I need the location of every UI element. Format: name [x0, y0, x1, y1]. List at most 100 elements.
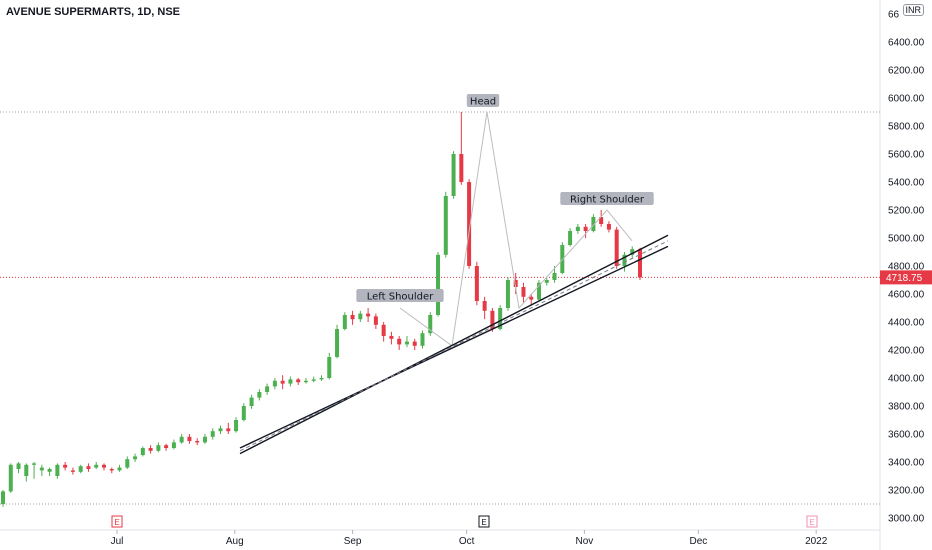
candle-body: [467, 182, 472, 266]
pattern-label: Right Shoulder: [570, 195, 645, 206]
candle-body: [195, 441, 200, 443]
candle-body: [148, 448, 153, 451]
candle-body: [133, 456, 138, 460]
candle-body: [86, 466, 91, 469]
candle-body: [436, 254, 441, 315]
candle-body: [606, 224, 611, 230]
candle-body: [358, 313, 363, 320]
candle-body: [272, 380, 277, 387]
neckline-midline: [239, 240, 669, 452]
candle-body: [443, 196, 448, 255]
candle-body: [249, 397, 254, 406]
x-tick-label: Aug: [226, 536, 244, 547]
y-tick-label: 6000.00: [888, 94, 925, 105]
x-tick-label: Jul: [111, 536, 124, 547]
candle-body: [63, 464, 68, 468]
candle-body: [156, 445, 161, 451]
candle-body: [568, 231, 573, 245]
candle-body: [288, 379, 293, 384]
candle-body: [55, 464, 60, 476]
candle-body: [265, 386, 270, 392]
candle-body: [39, 467, 44, 471]
candle-body: [389, 336, 394, 339]
earnings-marker-label: E: [809, 518, 814, 527]
candle-body: [109, 469, 114, 471]
y-tick-label: 4800.00: [888, 262, 925, 273]
candle-body: [537, 282, 542, 300]
x-tick-label: Oct: [459, 536, 475, 547]
earnings-marker-box: [111, 515, 123, 528]
candle-body: [226, 428, 231, 432]
candle-body: [47, 469, 52, 472]
candle-body: [319, 378, 324, 380]
currency-badge[interactable]: INR: [902, 4, 924, 16]
candle-body: [257, 392, 262, 398]
candle-body: [101, 464, 106, 468]
candle-body: [513, 280, 518, 287]
y-tick-label: 5400.00: [888, 178, 925, 189]
candle-body: [521, 287, 526, 297]
candle-body: [179, 436, 184, 443]
earnings-marker-label: E: [114, 518, 119, 527]
candle-body: [94, 464, 99, 468]
candle-body: [591, 217, 596, 231]
candle-body: [412, 341, 417, 346]
chart-title: AVENUE SUPERMARTS, 1D, NSE: [6, 6, 180, 18]
candle-body: [140, 448, 145, 455]
candle-body: [560, 245, 565, 273]
candle-body: [117, 467, 122, 471]
x-tick-label: Sep: [344, 536, 362, 547]
y-tick-label: 4600.00: [888, 290, 925, 301]
y-tick-label: 3000.00: [888, 514, 925, 525]
candle-body: [544, 280, 549, 283]
candle-body: [342, 315, 347, 329]
candle-body: [210, 431, 215, 437]
head-shoulders-pattern-line: [399, 111, 633, 347]
x-tick-label: Dec: [690, 536, 708, 547]
y-tick-label: 4200.00: [888, 346, 925, 357]
candle-body: [350, 315, 355, 320]
candle-body: [1, 491, 5, 504]
pattern-label: Head: [470, 97, 496, 108]
candle-body: [459, 154, 464, 182]
candle-body: [373, 316, 378, 325]
candle-body: [505, 280, 510, 308]
pattern-label: Left Shoulder: [367, 292, 434, 303]
y-tick-label: 3200.00: [888, 486, 925, 497]
x-tick-label: Nov: [576, 536, 594, 547]
candle-body: [311, 379, 316, 381]
candle-body: [241, 406, 246, 420]
candle-body: [32, 463, 37, 465]
candle-body: [420, 333, 425, 346]
candle-body: [280, 380, 285, 384]
y-tick-label: 5800.00: [888, 122, 925, 133]
candle-body: [474, 266, 479, 301]
pattern-label-bg: [560, 192, 654, 205]
candle-body: [599, 217, 604, 224]
candle-body: [490, 310, 495, 329]
candle-body: [397, 338, 402, 345]
earnings-marker-box: [806, 515, 818, 528]
earnings-marker-box: [478, 515, 490, 528]
candle-body: [296, 379, 301, 383]
candle-body: [125, 459, 130, 468]
candle-body: [78, 466, 83, 472]
candle-body: [529, 296, 534, 300]
candle-body: [552, 273, 557, 280]
y-tick-label: 6400.00: [888, 38, 925, 49]
y-tick-label: 3600.00: [888, 430, 925, 441]
candle-body: [381, 324, 386, 336]
candle-body: [482, 301, 487, 311]
last-price-badge: [880, 270, 932, 285]
candle-body: [614, 229, 619, 266]
candle-body: [575, 226, 580, 231]
candle-body: [583, 226, 588, 231]
earnings-marker-label: E: [481, 518, 486, 527]
candle-body: [630, 249, 635, 255]
x-tick-label: 2022: [805, 536, 828, 547]
neckline-lower: [239, 245, 669, 449]
candle-body: [16, 463, 21, 469]
candle-body: [335, 329, 340, 357]
last-price-label: 4718.75: [886, 273, 923, 284]
candle-body: [303, 380, 308, 383]
